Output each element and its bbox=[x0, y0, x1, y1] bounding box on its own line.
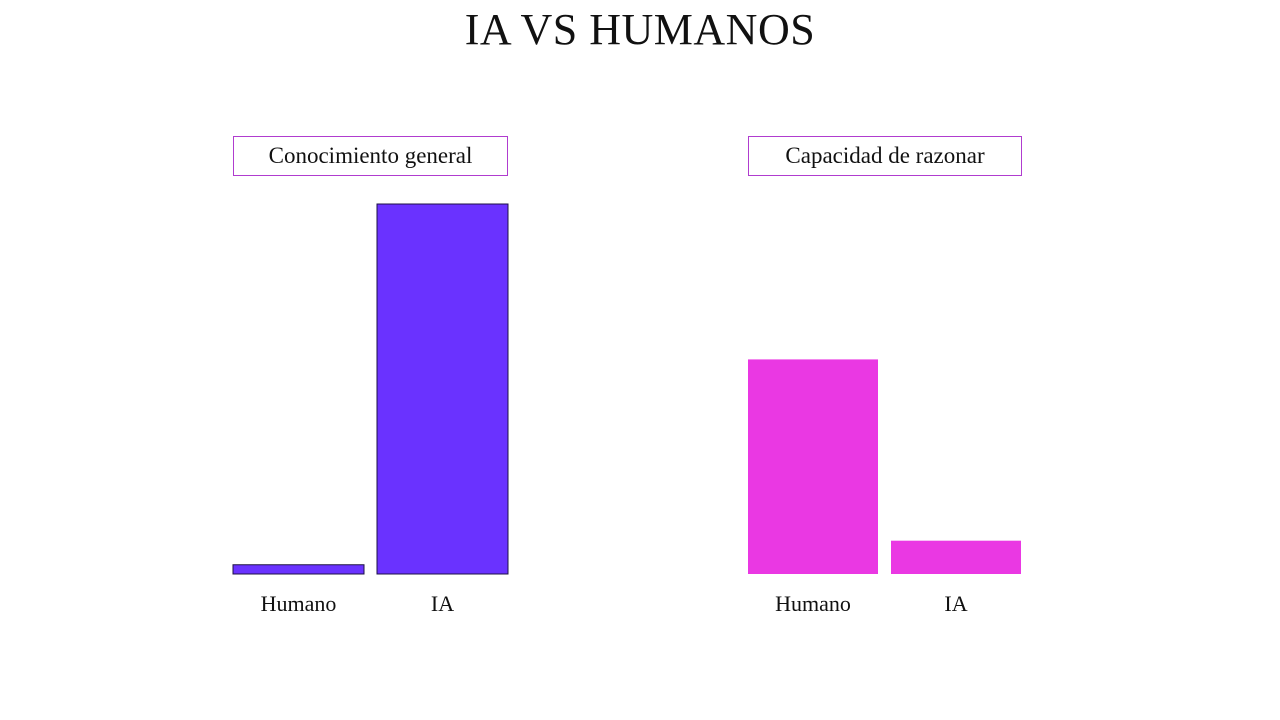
x-tick-label-0-humano: Humano bbox=[261, 591, 337, 616]
chart-1: Humano IA bbox=[748, 359, 1021, 616]
chart-title-capacidad-de-razonar: Capacidad de razonar bbox=[748, 136, 1022, 176]
x-tick-label-0-ia: IA bbox=[431, 591, 454, 616]
chart-title-conocimiento-general: Conocimiento general bbox=[233, 136, 508, 176]
x-tick-label-1-ia: IA bbox=[944, 591, 967, 616]
chart-0: Humano IA bbox=[232, 203, 509, 616]
page-title: IA VS HUMANOS bbox=[464, 5, 816, 54]
bar-0-ia bbox=[376, 203, 509, 575]
bar-1-humano bbox=[748, 359, 878, 574]
bar-0-humano bbox=[232, 564, 365, 575]
x-tick-label-1-humano: Humano bbox=[775, 591, 851, 616]
bar-1-ia bbox=[891, 540, 1021, 574]
